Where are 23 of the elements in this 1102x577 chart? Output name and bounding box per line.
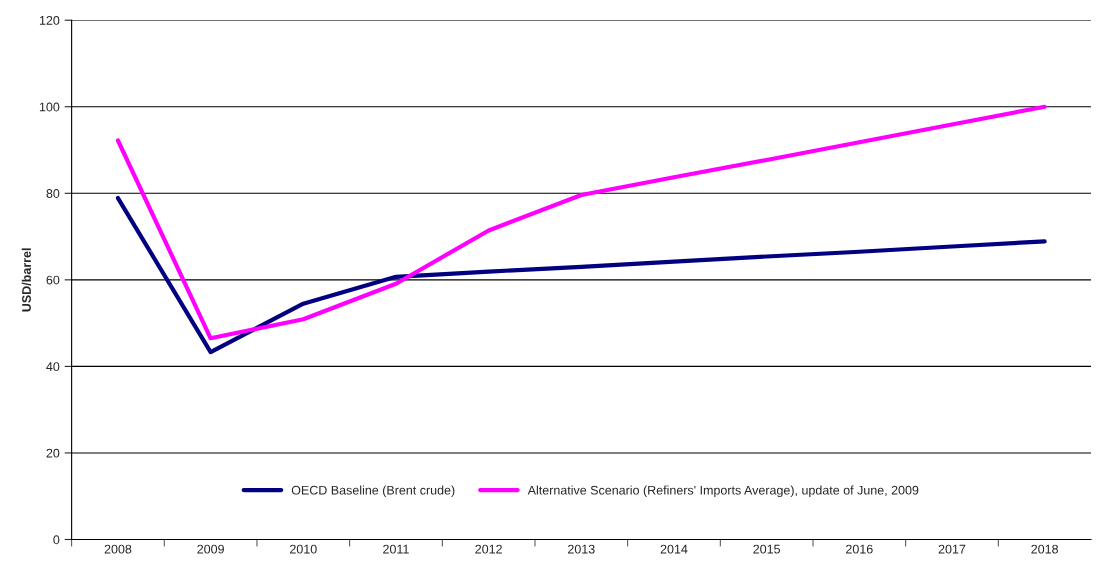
x-tick-label: 2011: [383, 544, 409, 554]
y-tick-label: 120: [39, 16, 60, 25]
x-tick-label: 2014: [660, 544, 688, 554]
y-tick-label: 0: [53, 535, 60, 545]
y-tick-label: 20: [46, 448, 60, 458]
x-tick-label: 2017: [938, 544, 966, 554]
x-tick-label: 2009: [197, 544, 224, 554]
y-tick-label: 80: [46, 189, 60, 198]
y-axis-title: USD/barrel: [21, 248, 32, 312]
x-tick-label: 2010: [290, 544, 317, 554]
legend-label: Alternative Scenario (Refiners' Imports Average), update of June, 2009: [527, 485, 919, 498]
x-tick-label: 2015: [753, 544, 781, 554]
x-tick-label: 2008: [104, 544, 132, 554]
y-tick-label: 40: [46, 362, 60, 372]
line-series: [115, 104, 1047, 341]
legend-label: OECD Baseline (Brent crude): [291, 485, 455, 498]
y-tick-label: 60: [46, 275, 60, 285]
x-tick-label: 2013: [568, 544, 595, 554]
y-tick-label: 100: [39, 102, 60, 112]
x-tick-label: 2018: [1031, 544, 1059, 554]
x-tick-label: 2012: [475, 544, 502, 554]
line-series: [115, 195, 1047, 355]
x-tick-label: 2016: [846, 544, 873, 554]
